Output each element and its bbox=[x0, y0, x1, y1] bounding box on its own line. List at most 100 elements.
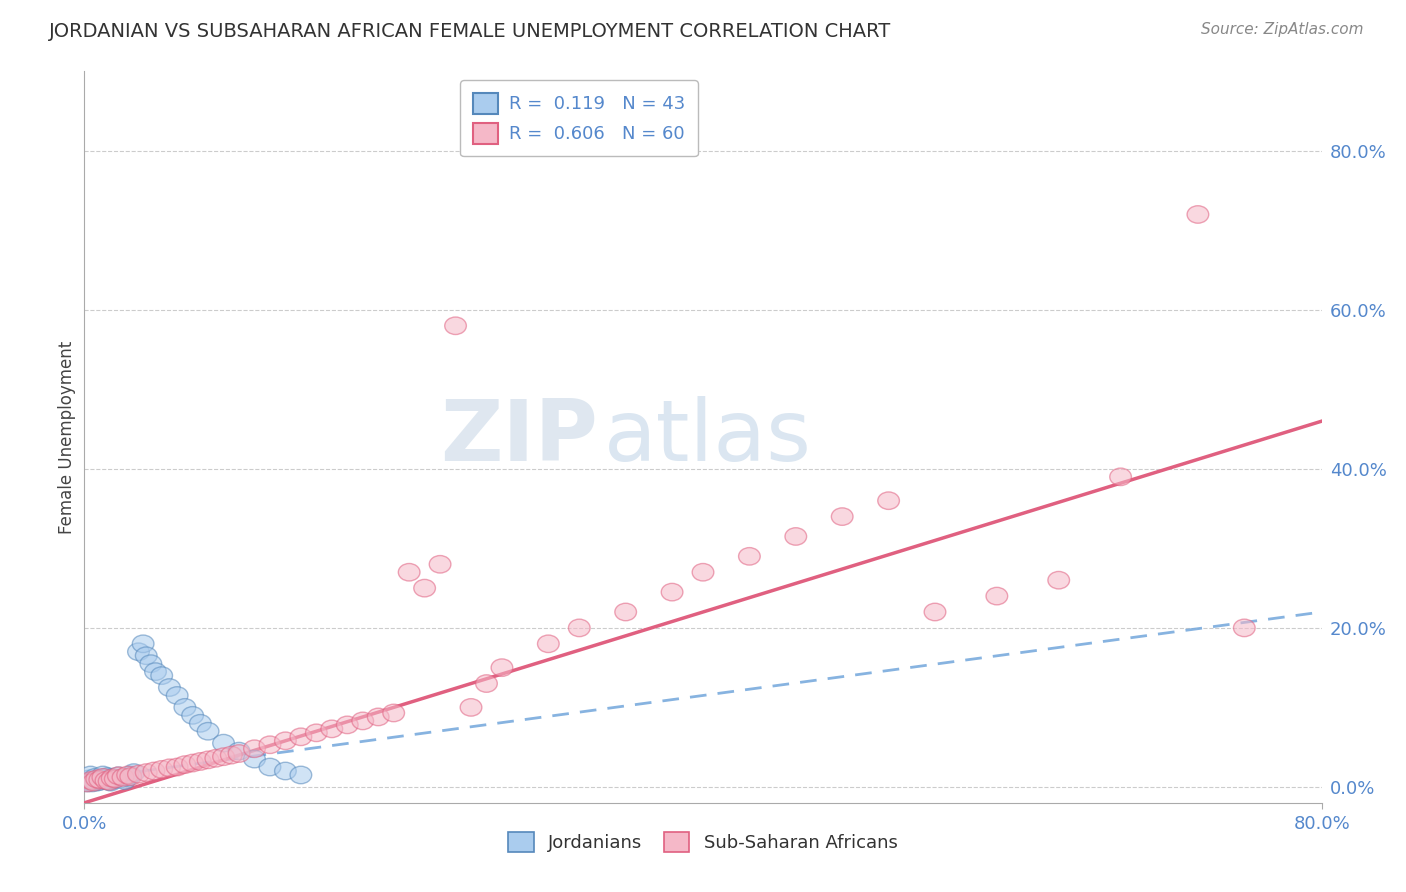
Ellipse shape bbox=[321, 720, 343, 738]
Ellipse shape bbox=[76, 774, 98, 792]
Ellipse shape bbox=[181, 706, 204, 724]
Ellipse shape bbox=[205, 749, 226, 767]
Ellipse shape bbox=[986, 587, 1008, 605]
Ellipse shape bbox=[103, 771, 125, 789]
Ellipse shape bbox=[274, 763, 297, 780]
Ellipse shape bbox=[132, 635, 155, 653]
Ellipse shape bbox=[141, 655, 162, 673]
Ellipse shape bbox=[1233, 619, 1256, 637]
Text: atlas: atlas bbox=[605, 395, 813, 479]
Ellipse shape bbox=[83, 773, 104, 791]
Ellipse shape bbox=[290, 766, 312, 784]
Ellipse shape bbox=[243, 750, 266, 768]
Ellipse shape bbox=[228, 742, 250, 760]
Ellipse shape bbox=[274, 732, 297, 749]
Ellipse shape bbox=[491, 659, 513, 676]
Ellipse shape bbox=[367, 708, 389, 726]
Text: Source: ZipAtlas.com: Source: ZipAtlas.com bbox=[1201, 22, 1364, 37]
Ellipse shape bbox=[429, 556, 451, 573]
Ellipse shape bbox=[104, 770, 127, 788]
Ellipse shape bbox=[159, 679, 180, 697]
Ellipse shape bbox=[87, 771, 110, 789]
Ellipse shape bbox=[150, 667, 173, 684]
Ellipse shape bbox=[190, 753, 211, 770]
Ellipse shape bbox=[197, 723, 219, 740]
Ellipse shape bbox=[537, 635, 560, 653]
Ellipse shape bbox=[107, 767, 129, 785]
Ellipse shape bbox=[98, 772, 120, 790]
Ellipse shape bbox=[159, 759, 180, 777]
Text: JORDANIAN VS SUBSAHARAN AFRICAN FEMALE UNEMPLOYMENT CORRELATION CHART: JORDANIAN VS SUBSAHARAN AFRICAN FEMALE U… bbox=[49, 22, 891, 41]
Ellipse shape bbox=[336, 716, 359, 733]
Ellipse shape bbox=[785, 528, 807, 545]
Ellipse shape bbox=[114, 772, 135, 789]
Ellipse shape bbox=[614, 603, 637, 621]
Ellipse shape bbox=[150, 761, 173, 778]
Ellipse shape bbox=[83, 772, 104, 789]
Ellipse shape bbox=[145, 663, 166, 681]
Ellipse shape bbox=[128, 643, 149, 660]
Ellipse shape bbox=[86, 773, 107, 791]
Ellipse shape bbox=[76, 774, 98, 792]
Ellipse shape bbox=[101, 770, 124, 787]
Ellipse shape bbox=[100, 773, 121, 791]
Ellipse shape bbox=[166, 758, 188, 776]
Ellipse shape bbox=[104, 770, 127, 787]
Ellipse shape bbox=[124, 764, 145, 781]
Ellipse shape bbox=[111, 770, 132, 788]
Ellipse shape bbox=[831, 508, 853, 525]
Ellipse shape bbox=[1047, 572, 1070, 589]
Ellipse shape bbox=[738, 548, 761, 566]
Ellipse shape bbox=[228, 745, 250, 763]
Ellipse shape bbox=[80, 772, 101, 789]
Ellipse shape bbox=[661, 583, 683, 601]
Ellipse shape bbox=[413, 580, 436, 597]
Ellipse shape bbox=[135, 647, 157, 665]
Ellipse shape bbox=[1187, 206, 1209, 223]
Ellipse shape bbox=[174, 698, 195, 716]
Ellipse shape bbox=[120, 766, 142, 784]
Ellipse shape bbox=[924, 603, 946, 621]
Ellipse shape bbox=[197, 751, 219, 769]
Ellipse shape bbox=[877, 492, 900, 509]
Ellipse shape bbox=[79, 770, 100, 788]
Ellipse shape bbox=[96, 772, 117, 789]
Ellipse shape bbox=[166, 687, 188, 704]
Ellipse shape bbox=[305, 724, 328, 741]
Ellipse shape bbox=[135, 764, 157, 781]
Ellipse shape bbox=[107, 767, 129, 785]
Ellipse shape bbox=[93, 769, 114, 786]
Ellipse shape bbox=[460, 698, 482, 716]
Ellipse shape bbox=[398, 564, 420, 581]
Ellipse shape bbox=[190, 714, 211, 732]
Ellipse shape bbox=[212, 734, 235, 752]
Ellipse shape bbox=[352, 712, 374, 730]
Ellipse shape bbox=[568, 619, 591, 637]
Text: ZIP: ZIP bbox=[440, 395, 598, 479]
Ellipse shape bbox=[475, 674, 498, 692]
Ellipse shape bbox=[259, 758, 281, 776]
Y-axis label: Female Unemployment: Female Unemployment bbox=[58, 341, 76, 533]
Ellipse shape bbox=[221, 747, 242, 764]
Ellipse shape bbox=[112, 769, 134, 786]
Ellipse shape bbox=[101, 769, 124, 786]
Ellipse shape bbox=[86, 770, 107, 788]
Ellipse shape bbox=[96, 772, 117, 789]
Ellipse shape bbox=[84, 769, 105, 786]
Ellipse shape bbox=[82, 774, 103, 792]
Ellipse shape bbox=[80, 766, 101, 784]
Ellipse shape bbox=[89, 771, 111, 789]
Ellipse shape bbox=[212, 747, 235, 765]
Ellipse shape bbox=[181, 755, 204, 772]
Ellipse shape bbox=[1109, 468, 1132, 485]
Ellipse shape bbox=[98, 772, 120, 790]
Ellipse shape bbox=[117, 769, 138, 786]
Legend: Jordanians, Sub-Saharan Africans: Jordanians, Sub-Saharan Africans bbox=[501, 824, 905, 860]
Ellipse shape bbox=[243, 740, 266, 757]
Ellipse shape bbox=[143, 763, 165, 780]
Ellipse shape bbox=[259, 736, 281, 754]
Ellipse shape bbox=[692, 564, 714, 581]
Ellipse shape bbox=[382, 704, 405, 722]
Ellipse shape bbox=[93, 766, 114, 784]
Ellipse shape bbox=[89, 772, 111, 790]
